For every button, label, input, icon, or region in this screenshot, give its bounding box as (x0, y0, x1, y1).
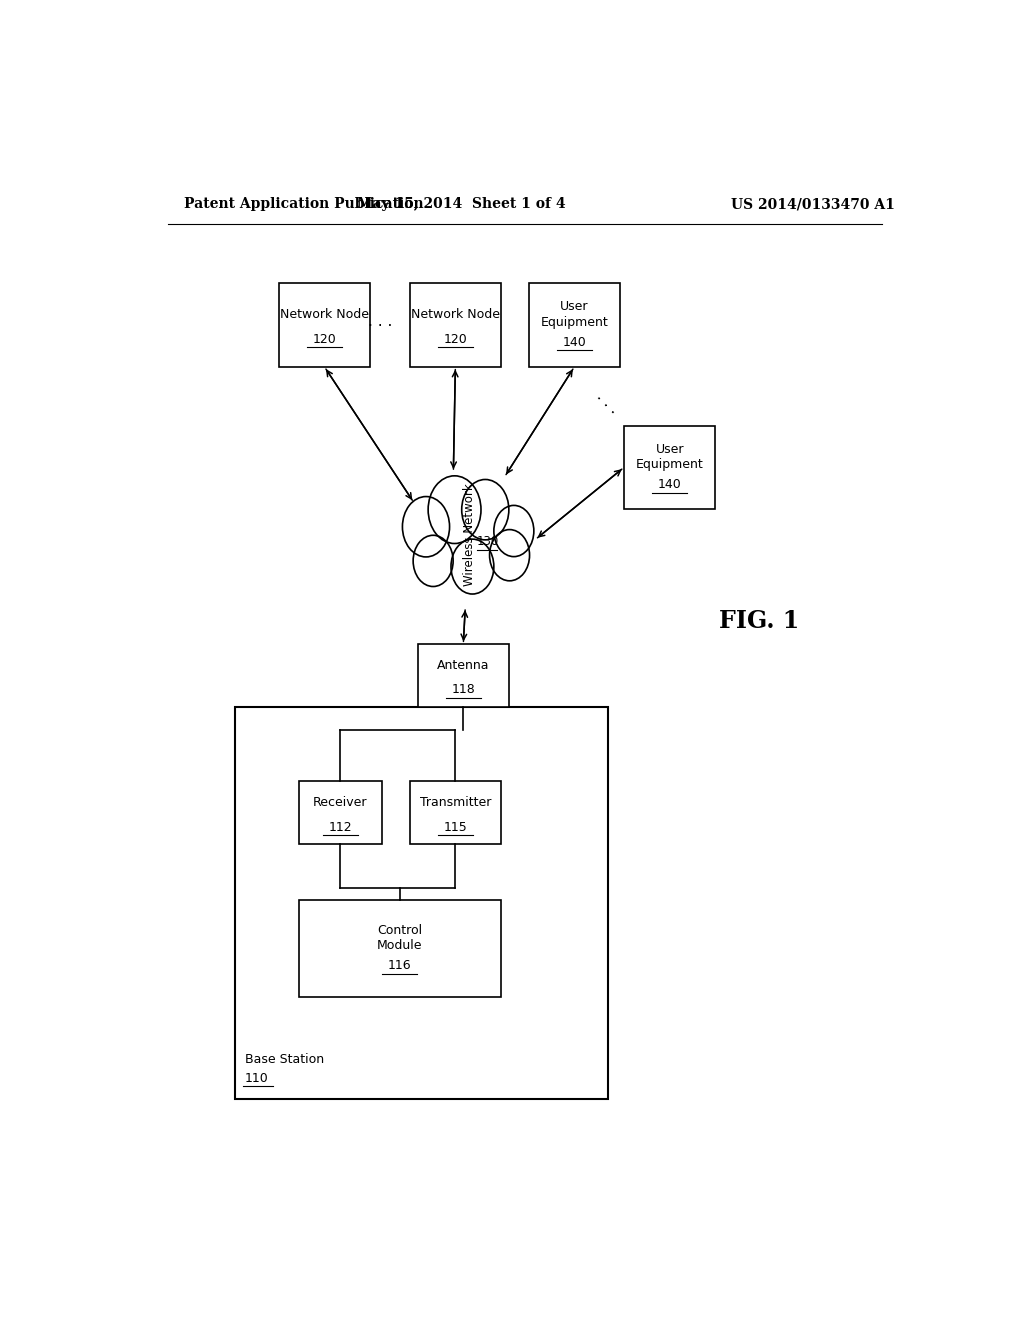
Text: Control: Control (377, 924, 422, 937)
Text: Base Station: Base Station (245, 1053, 324, 1067)
Ellipse shape (390, 479, 541, 601)
Text: Equipment: Equipment (636, 458, 703, 471)
Circle shape (489, 529, 529, 581)
Bar (236, 708, 608, 1098)
Circle shape (494, 506, 534, 557)
Text: US 2014/0133470 A1: US 2014/0133470 A1 (731, 197, 895, 211)
Circle shape (428, 475, 481, 544)
Text: 120: 120 (443, 333, 467, 346)
Text: 116: 116 (388, 960, 412, 973)
Text: Module: Module (377, 939, 423, 952)
Text: Wireless Network: Wireless Network (463, 483, 476, 586)
Circle shape (402, 496, 450, 557)
Text: . . .: . . . (369, 314, 392, 329)
Text: Equipment: Equipment (541, 315, 608, 329)
Bar (299, 900, 501, 997)
Bar (279, 284, 370, 367)
Text: Receiver: Receiver (313, 796, 368, 809)
Text: . . .: . . . (594, 388, 622, 416)
Circle shape (413, 536, 454, 586)
Text: User: User (655, 442, 684, 455)
Text: Network Node: Network Node (411, 309, 500, 322)
Text: FIG. 1: FIG. 1 (719, 609, 800, 632)
Text: 140: 140 (657, 478, 682, 491)
Text: 112: 112 (329, 821, 352, 834)
Text: 130: 130 (476, 535, 499, 548)
Circle shape (451, 539, 494, 594)
Circle shape (462, 479, 509, 540)
Text: 140: 140 (562, 335, 587, 348)
Text: 110: 110 (245, 1072, 268, 1085)
Bar (299, 781, 382, 845)
Text: Transmitter: Transmitter (420, 796, 492, 809)
Bar (410, 284, 501, 367)
Text: May 15, 2014  Sheet 1 of 4: May 15, 2014 Sheet 1 of 4 (357, 197, 565, 211)
Bar (624, 426, 715, 510)
Text: User: User (560, 300, 589, 313)
Text: 118: 118 (452, 684, 475, 697)
Text: 115: 115 (443, 821, 467, 834)
Text: Patent Application Publication: Patent Application Publication (183, 197, 423, 211)
Text: 120: 120 (312, 333, 336, 346)
Bar (528, 284, 621, 367)
Bar (418, 644, 509, 708)
Text: Antenna: Antenna (437, 659, 489, 672)
Bar (410, 781, 501, 845)
Text: Network Node: Network Node (280, 309, 369, 322)
